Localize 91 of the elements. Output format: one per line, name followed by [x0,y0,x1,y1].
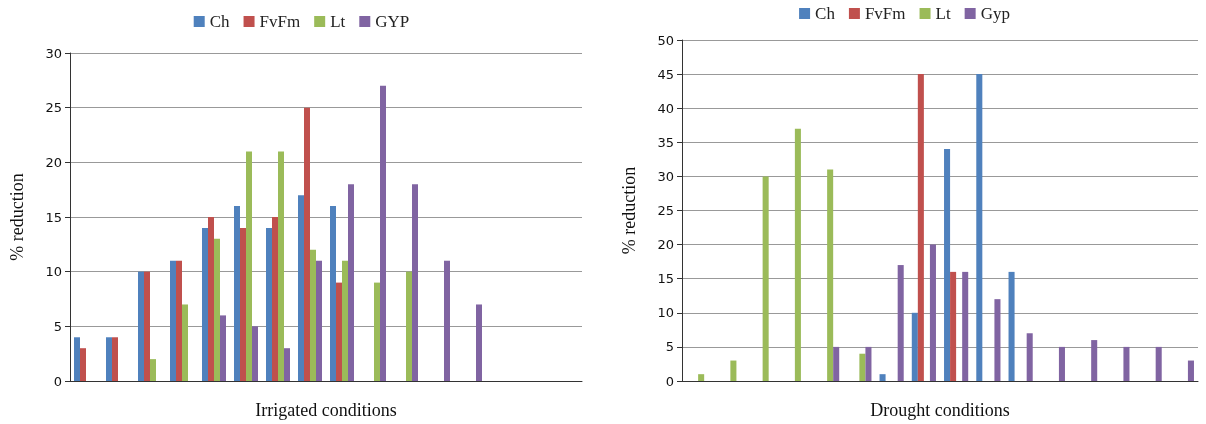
bar [304,107,310,381]
y-tick-label: 50 [657,32,674,48]
legend-label: Lt [330,12,346,31]
bar [252,326,258,381]
bar [962,271,969,381]
bar [176,260,182,381]
legend-label: Ch [815,4,836,23]
bar [284,348,290,381]
bar [976,74,983,381]
x-axis-title: Irrigated conditions [255,400,397,420]
y-tick-label: 15 [657,271,674,287]
bar [170,260,176,381]
bar [897,265,904,381]
bar [950,271,957,381]
bar [342,260,348,381]
bar [330,206,336,381]
y-axis-title: % reduction [619,166,639,255]
bar [278,151,284,381]
legend-label: FvFm [864,4,906,23]
bar [1123,346,1130,381]
bar [911,312,918,381]
bar [833,346,840,381]
bar [406,271,412,381]
legend-label: GYP [375,12,410,31]
bar [730,360,737,381]
y-tick-label: 40 [657,100,674,116]
bar [336,282,342,381]
bar [1187,360,1194,381]
y-tick-label: 10 [657,305,674,321]
bar [1058,346,1065,381]
bar [412,184,418,381]
bar [208,217,214,381]
bar [865,346,872,381]
legend-label: Lt [935,4,951,23]
bar [794,128,801,381]
bar [944,149,951,381]
bar [182,304,188,381]
bar [917,74,924,381]
y-tick-label: 10 [45,264,62,280]
bar [929,244,936,381]
bar [150,359,156,381]
bar [348,184,354,381]
bar [298,195,304,381]
y-tick-label: 30 [657,168,674,184]
bar [374,282,380,381]
bar [476,304,482,381]
y-tick-label: 5 [665,339,674,355]
bar [240,227,246,381]
y-tick-label: 25 [657,203,674,218]
bar [272,217,278,381]
bar [202,227,208,381]
bar [1155,346,1162,381]
bar [246,151,252,381]
y-tick-label: 0 [53,373,62,389]
y-axis-title: % reduction [7,173,27,261]
y-tick-label: 5 [53,318,62,334]
bar [827,169,834,381]
y-tick-label: 0 [665,373,674,389]
bar [80,348,86,381]
y-tick-label: 20 [45,154,62,170]
bar [762,176,769,381]
bar [214,238,220,381]
bar [138,271,144,381]
bar [316,260,322,381]
bar [859,353,866,381]
x-axis-title: Drought conditions [870,400,1010,420]
bar [994,299,1001,381]
legend-label: Ch [209,12,231,31]
y-tick-label: 15 [45,209,62,225]
bar [106,337,112,381]
legend-label: FvFm [259,12,301,31]
bar [879,374,886,381]
bar [74,337,80,381]
legend-label: Gyp [980,4,1010,23]
bar [380,85,386,381]
y-tick-label: 45 [657,66,674,82]
bar [112,337,118,381]
bar [266,227,272,381]
bar [1026,333,1033,381]
bar [1008,271,1015,381]
y-tick-label: 35 [657,134,674,150]
bar [310,249,316,381]
bar [234,206,240,381]
y-tick-label: 20 [657,237,674,253]
bar [444,260,450,381]
y-tick-label: 30 [45,45,62,61]
bar [144,271,150,381]
bar [220,315,226,381]
bar [698,374,705,381]
y-tick-label: 25 [45,100,62,116]
bar [1091,340,1098,381]
